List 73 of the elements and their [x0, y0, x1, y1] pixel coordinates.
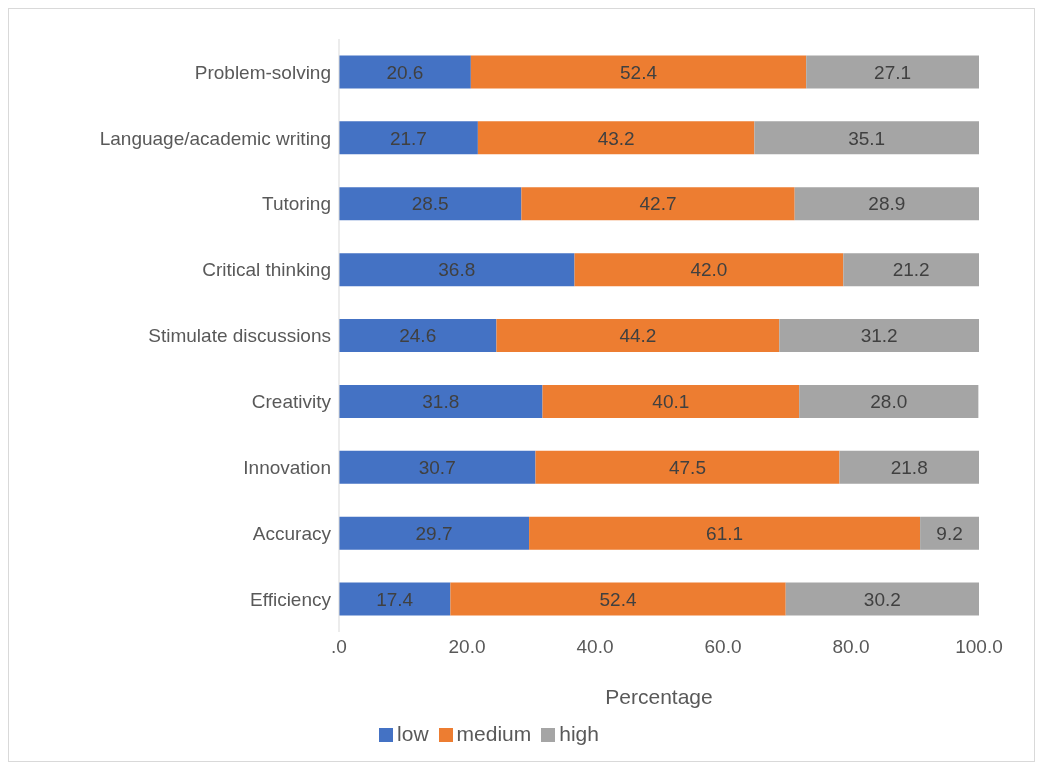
bar [339, 450, 536, 484]
bar [535, 450, 840, 484]
data-label: 30.2 [863, 588, 901, 610]
bar [339, 253, 575, 287]
bar [339, 55, 471, 89]
legend-label: high [559, 722, 599, 745]
data-label: 47.5 [668, 457, 706, 479]
bar [496, 319, 780, 353]
x-tick-label: 40.0 [576, 636, 614, 658]
bar [339, 582, 451, 616]
data-label: 40.1 [652, 391, 690, 413]
data-label: 28.9 [868, 193, 906, 215]
data-label: 20.6 [386, 61, 424, 83]
bar [794, 187, 979, 221]
data-label: 17.4 [376, 588, 414, 610]
y-tick-label: Stimulate discussions [148, 325, 331, 347]
bar [529, 516, 921, 550]
data-label: 29.7 [415, 522, 453, 544]
y-tick-label: Creativity [251, 391, 332, 413]
x-tick-label: 60.0 [704, 636, 742, 658]
data-label: 21.7 [389, 127, 427, 149]
x-tick-label: .0 [331, 636, 347, 658]
y-tick-label: Problem-solving [194, 61, 331, 83]
bar [521, 187, 795, 221]
data-label: 61.1 [706, 522, 744, 544]
x-tick-label: 100.0 [955, 636, 1003, 658]
data-label: 42.7 [639, 193, 677, 215]
data-label: 9.2 [936, 522, 963, 544]
bar [574, 253, 844, 287]
y-tick-label: Tutoring [262, 193, 331, 215]
data-label: 30.7 [418, 457, 456, 479]
data-label: 27.1 [874, 61, 912, 83]
y-tick-label: Language/academic writing [99, 127, 331, 149]
bar [339, 384, 543, 418]
data-label: 31.8 [422, 391, 460, 413]
data-label: 42.0 [690, 259, 728, 281]
data-label: 36.8 [438, 259, 476, 281]
bar [806, 55, 979, 89]
legend-label: medium [456, 722, 532, 745]
bar [339, 319, 497, 353]
data-label: 21.2 [892, 259, 930, 281]
bar [339, 121, 478, 155]
x-tick-label: 80.0 [832, 636, 870, 658]
bar [339, 516, 530, 550]
y-tick-label: Innovation [243, 457, 331, 479]
data-label: 28.0 [870, 391, 908, 413]
data-label: 43.2 [597, 127, 635, 149]
data-label: 52.4 [620, 61, 658, 83]
data-label: 52.4 [599, 588, 637, 610]
x-tick-label: 20.0 [448, 636, 486, 658]
data-label: 28.5 [411, 193, 449, 215]
bar [339, 187, 522, 221]
legend-label: low [397, 722, 429, 745]
bar [839, 450, 979, 484]
y-tick-label: Efficiency [250, 588, 332, 610]
data-label: 24.6 [399, 325, 437, 347]
bar [542, 384, 800, 418]
bar [843, 253, 979, 287]
data-label: 21.8 [890, 457, 928, 479]
bar [920, 516, 979, 550]
bar [799, 384, 979, 418]
y-tick-label: Critical thinking [202, 259, 331, 281]
bar [470, 55, 807, 89]
data-label: 35.1 [848, 127, 886, 149]
data-label: 31.2 [860, 325, 898, 347]
data-label: 44.2 [619, 325, 657, 347]
bar [754, 121, 979, 155]
x-axis-title: Percentage [605, 685, 713, 708]
bar [785, 582, 979, 616]
bar [450, 582, 786, 616]
bar [477, 121, 755, 155]
bar [779, 319, 979, 353]
y-tick-label: Accuracy [252, 522, 332, 544]
